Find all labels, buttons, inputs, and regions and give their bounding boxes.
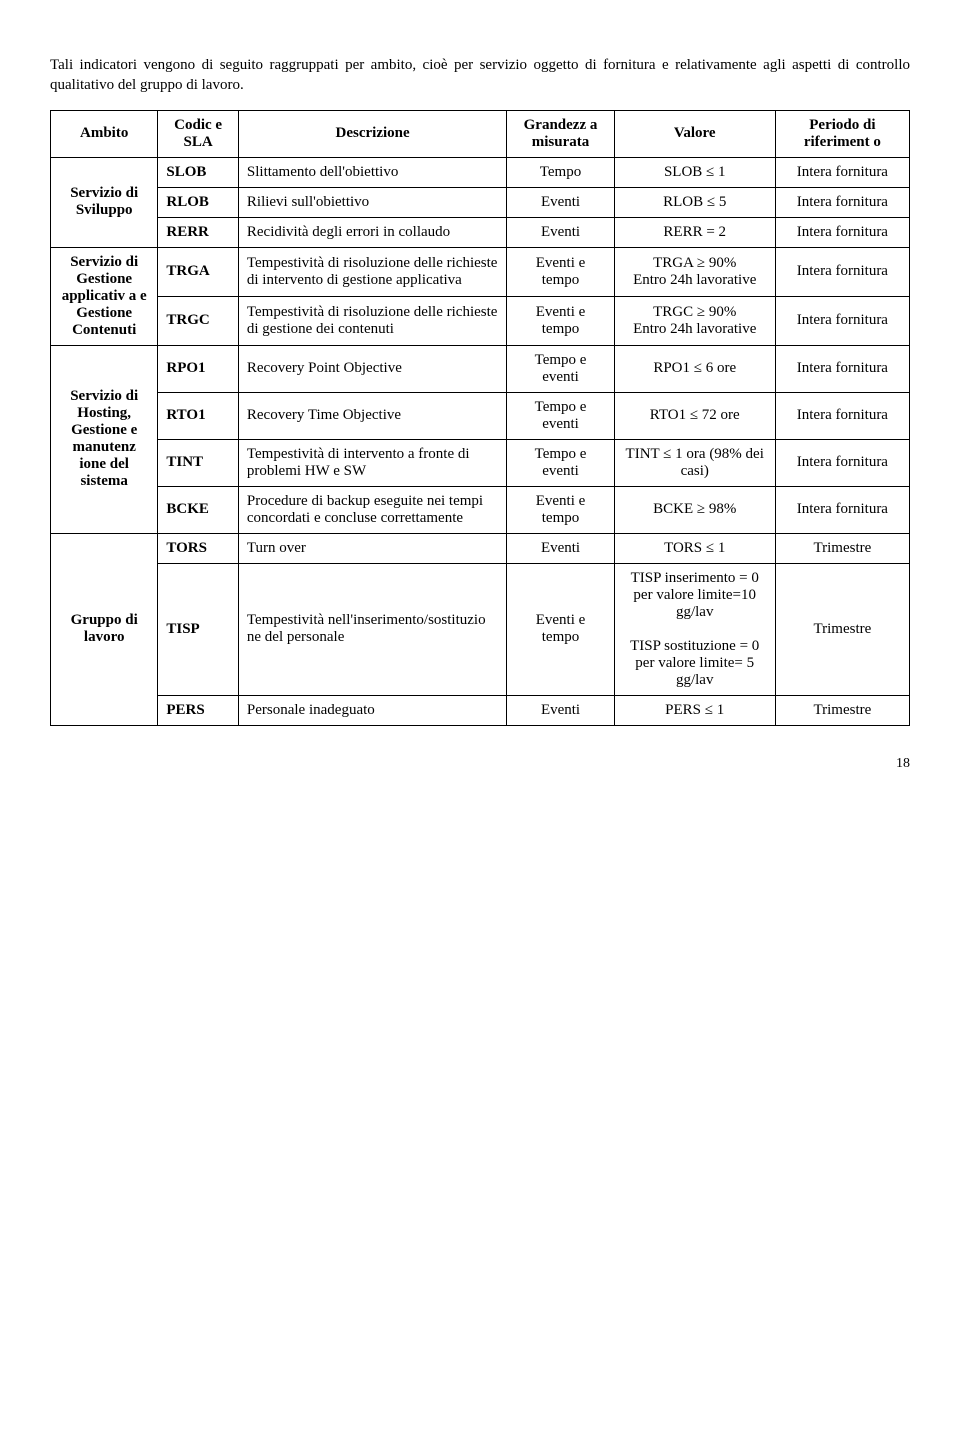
- valore-cell: RPO1 ≤ 6 ore: [614, 345, 775, 392]
- grandezza-cell: Eventi: [507, 533, 614, 563]
- table-row: Servizio di Gestione applicativ a e Gest…: [51, 247, 910, 296]
- ambito-cell: Gruppo di lavoro: [51, 533, 158, 725]
- header-grandezza: Grandezz a misurata: [507, 110, 614, 157]
- codice-cell: BCKE: [158, 486, 239, 533]
- header-descrizione: Descrizione: [238, 110, 506, 157]
- codice-cell: TRGA: [158, 247, 239, 296]
- grandezza-cell: Eventi e tempo: [507, 296, 614, 345]
- descrizione-cell: Tempestività di risoluzione delle richie…: [238, 296, 506, 345]
- table-row: BCKEProcedure di backup eseguite nei tem…: [51, 486, 910, 533]
- sla-table: Ambito Codic e SLA Descrizione Grandezz …: [50, 110, 910, 726]
- periodo-cell: Intera fornitura: [775, 486, 909, 533]
- valore-cell: TRGC ≥ 90% Entro 24h lavorative: [614, 296, 775, 345]
- periodo-cell: Intera fornitura: [775, 217, 909, 247]
- codice-cell: TISP: [158, 563, 239, 695]
- table-row: Servizio di Hosting, Gestione e manutenz…: [51, 345, 910, 392]
- grandezza-cell: Eventi: [507, 695, 614, 725]
- descrizione-cell: Recidività degli errori in collaudo: [238, 217, 506, 247]
- codice-cell: TINT: [158, 439, 239, 486]
- periodo-cell: Intera fornitura: [775, 296, 909, 345]
- descrizione-cell: Rilievi sull'obiettivo: [238, 187, 506, 217]
- codice-cell: PERS: [158, 695, 239, 725]
- valore-cell: TORS ≤ 1: [614, 533, 775, 563]
- table-row: TRGCTempestività di risoluzione delle ri…: [51, 296, 910, 345]
- codice-cell: RTO1: [158, 392, 239, 439]
- page-number: 18: [50, 756, 910, 772]
- table-row: RERRRecidività degli errori in collaudoE…: [51, 217, 910, 247]
- grandezza-cell: Eventi e tempo: [507, 247, 614, 296]
- table-row: TINTTempestività di intervento a fronte …: [51, 439, 910, 486]
- table-row: Servizio di SviluppoSLOBSlittamento dell…: [51, 157, 910, 187]
- periodo-cell: Trimestre: [775, 695, 909, 725]
- periodo-cell: Intera fornitura: [775, 345, 909, 392]
- table-row: Gruppo di lavoroTORSTurn overEventiTORS …: [51, 533, 910, 563]
- periodo-cell: Intera fornitura: [775, 439, 909, 486]
- periodo-cell: Intera fornitura: [775, 157, 909, 187]
- periodo-cell: Trimestre: [775, 533, 909, 563]
- table-header-row: Ambito Codic e SLA Descrizione Grandezz …: [51, 110, 910, 157]
- periodo-cell: Intera fornitura: [775, 392, 909, 439]
- valore-cell: RERR = 2: [614, 217, 775, 247]
- grandezza-cell: Tempo e eventi: [507, 392, 614, 439]
- descrizione-cell: Personale inadeguato: [238, 695, 506, 725]
- valore-cell: TINT ≤ 1 ora (98% dei casi): [614, 439, 775, 486]
- descrizione-cell: Tempestività nell'inserimento/sostituzio…: [238, 563, 506, 695]
- grandezza-cell: Eventi e tempo: [507, 563, 614, 695]
- valore-cell: RTO1 ≤ 72 ore: [614, 392, 775, 439]
- ambito-cell: Servizio di Gestione applicativ a e Gest…: [51, 247, 158, 345]
- grandezza-cell: Eventi: [507, 217, 614, 247]
- codice-cell: RLOB: [158, 187, 239, 217]
- descrizione-cell: Recovery Point Objective: [238, 345, 506, 392]
- intro-text: Tali indicatori vengono di seguito raggr…: [50, 55, 910, 96]
- ambito-cell: Servizio di Hosting, Gestione e manutenz…: [51, 345, 158, 533]
- grandezza-cell: Tempo e eventi: [507, 439, 614, 486]
- codice-cell: RERR: [158, 217, 239, 247]
- periodo-cell: Trimestre: [775, 563, 909, 695]
- valore-cell: PERS ≤ 1: [614, 695, 775, 725]
- grandezza-cell: Tempo: [507, 157, 614, 187]
- valore-cell: TRGA ≥ 90% Entro 24h lavorative: [614, 247, 775, 296]
- valore-cell: TISP inserimento = 0 per valore limite=1…: [614, 563, 775, 695]
- grandezza-cell: Eventi: [507, 187, 614, 217]
- descrizione-cell: Recovery Time Objective: [238, 392, 506, 439]
- table-row: TISPTempestività nell'inserimento/sostit…: [51, 563, 910, 695]
- header-ambito: Ambito: [51, 110, 158, 157]
- valore-cell: BCKE ≥ 98%: [614, 486, 775, 533]
- codice-cell: TRGC: [158, 296, 239, 345]
- codice-cell: RPO1: [158, 345, 239, 392]
- periodo-cell: Intera fornitura: [775, 247, 909, 296]
- periodo-cell: Intera fornitura: [775, 187, 909, 217]
- descrizione-cell: Tempestività di intervento a fronte di p…: [238, 439, 506, 486]
- table-row: PERSPersonale inadeguatoEventiPERS ≤ 1Tr…: [51, 695, 910, 725]
- codice-cell: SLOB: [158, 157, 239, 187]
- descrizione-cell: Turn over: [238, 533, 506, 563]
- ambito-cell: Servizio di Sviluppo: [51, 157, 158, 247]
- header-codice: Codic e SLA: [158, 110, 239, 157]
- header-periodo: Periodo di riferiment o: [775, 110, 909, 157]
- table-row: RLOBRilievi sull'obiettivoEventiRLOB ≤ 5…: [51, 187, 910, 217]
- table-row: RTO1Recovery Time ObjectiveTempo e event…: [51, 392, 910, 439]
- valore-cell: SLOB ≤ 1: [614, 157, 775, 187]
- grandezza-cell: Tempo e eventi: [507, 345, 614, 392]
- header-valore: Valore: [614, 110, 775, 157]
- descrizione-cell: Slittamento dell'obiettivo: [238, 157, 506, 187]
- valore-cell: RLOB ≤ 5: [614, 187, 775, 217]
- descrizione-cell: Tempestività di risoluzione delle richie…: [238, 247, 506, 296]
- descrizione-cell: Procedure di backup eseguite nei tempi c…: [238, 486, 506, 533]
- codice-cell: TORS: [158, 533, 239, 563]
- grandezza-cell: Eventi e tempo: [507, 486, 614, 533]
